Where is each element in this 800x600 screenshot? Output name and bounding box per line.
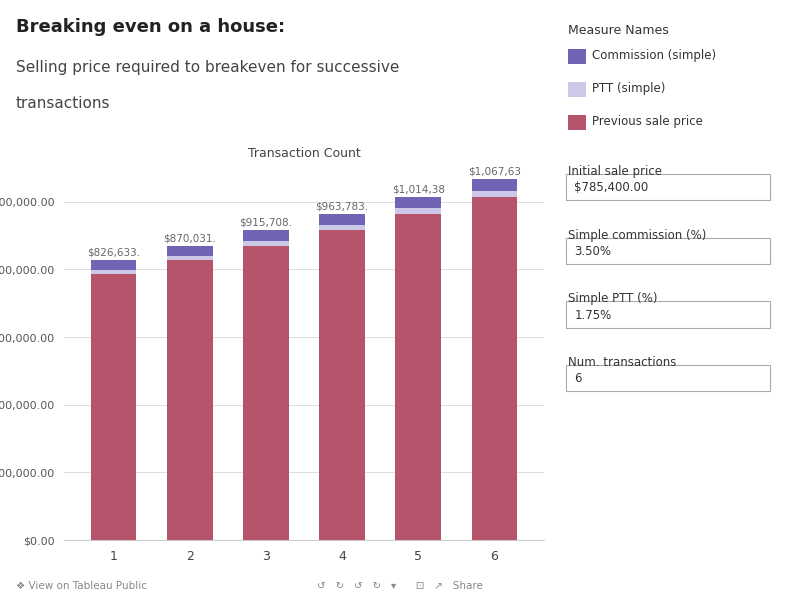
Text: Commission (simple): Commission (simple) (592, 49, 716, 62)
Text: 1.75%: 1.75% (574, 308, 612, 322)
Text: Measure Names: Measure Names (568, 24, 669, 37)
Text: Selling price required to breakeven for successive: Selling price required to breakeven for … (16, 60, 399, 75)
Text: $1,067,63: $1,067,63 (468, 166, 521, 176)
Bar (167, 246, 213, 256)
Bar (319, 230, 365, 540)
Text: transactions: transactions (16, 96, 110, 111)
Text: 6: 6 (574, 372, 582, 385)
Text: Breaking even on a house:: Breaking even on a house: (16, 18, 285, 36)
Text: $963,783.: $963,783. (315, 202, 369, 211)
Text: PTT (simple): PTT (simple) (592, 82, 666, 95)
Text: ↺   ↻   ↺   ↻   ▾      ⊡   ↗   Share: ↺ ↻ ↺ ↻ ▾ ⊡ ↗ Share (317, 581, 483, 591)
Bar (90, 260, 136, 270)
Bar (90, 274, 136, 540)
Text: $915,708.: $915,708. (239, 218, 293, 227)
Text: ❖ View on Tableau Public: ❖ View on Tableau Public (16, 581, 147, 591)
Text: $870,031.: $870,031. (163, 233, 216, 243)
Text: Initial sale price: Initial sale price (568, 165, 662, 178)
Text: $1,014,38: $1,014,38 (392, 184, 445, 194)
Bar (90, 270, 136, 274)
Bar (167, 260, 213, 540)
Bar (243, 241, 289, 246)
Bar (243, 230, 289, 241)
Text: 3.50%: 3.50% (574, 245, 611, 258)
Text: Simple commission (%): Simple commission (%) (568, 229, 706, 242)
Text: $785,400.00: $785,400.00 (574, 181, 649, 194)
Bar (472, 197, 518, 540)
Text: $826,633.: $826,633. (87, 248, 140, 258)
Bar (319, 214, 365, 225)
Bar (243, 246, 289, 540)
Text: Num. transactions: Num. transactions (568, 356, 676, 369)
Bar (319, 225, 365, 230)
Bar (167, 256, 213, 260)
Bar (395, 208, 441, 214)
Bar (472, 191, 518, 197)
Text: Simple PTT (%): Simple PTT (%) (568, 292, 658, 305)
Bar (472, 179, 518, 191)
Bar (395, 197, 441, 208)
Bar (395, 214, 441, 540)
Title: Transaction Count: Transaction Count (248, 147, 360, 160)
Text: Previous sale price: Previous sale price (592, 115, 703, 128)
